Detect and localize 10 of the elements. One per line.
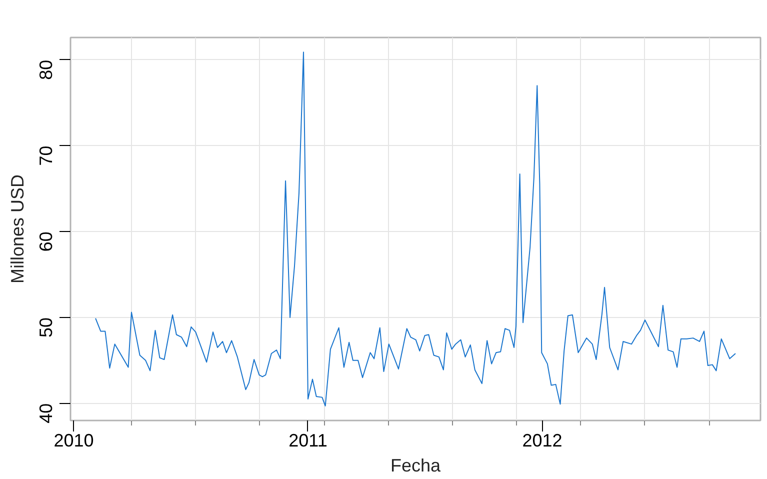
y-tick-label: 50 <box>36 317 56 338</box>
y-tick-label: 40 <box>36 403 56 424</box>
x-tick-label: 2010 <box>54 430 94 450</box>
x-tick-label: 2012 <box>522 430 562 450</box>
y-tick-label: 80 <box>36 60 56 80</box>
y-axis-title: Millones USD <box>8 174 28 284</box>
x-axis-title: Fecha <box>390 456 442 476</box>
y-tick-label: 60 <box>36 232 56 252</box>
y-tick-label: 70 <box>36 146 56 166</box>
x-tick-label: 2011 <box>288 430 328 450</box>
